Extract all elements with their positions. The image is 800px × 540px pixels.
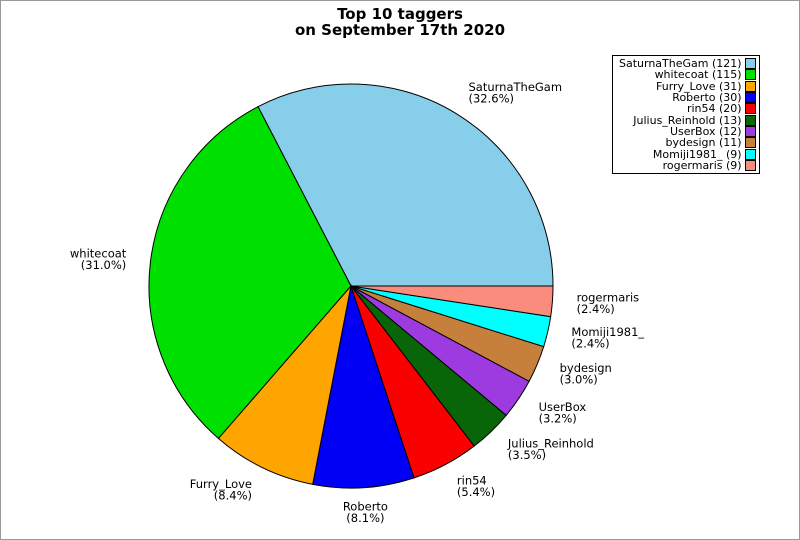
pie-slice-rogermaris [350, 285, 554, 318]
legend-item-Roberto: Roberto (30) [619, 91, 756, 105]
pie-slice-Roberto [312, 284, 415, 489]
legend-swatch [744, 58, 756, 70]
slice-label-UserBox: UserBox (3.2%) [539, 400, 587, 426]
legend-swatch [744, 69, 756, 81]
legend-item-label: rogermaris (9) [662, 158, 742, 172]
slice-label-rogermaris: rogermaris (2.4%) [577, 291, 640, 317]
slice-label-bydesign: bydesign (3.0%) [560, 361, 612, 387]
pie-slice-SaturnaTheGam [257, 83, 554, 287]
pie-slice-Furry_Love [217, 284, 352, 485]
legend-swatch [744, 148, 756, 160]
legend-item-UserBox: UserBox (12) [619, 124, 756, 138]
legend-item-Momiji1981_: Momiji1981_ (9) [619, 147, 756, 161]
legend-swatch [744, 80, 756, 92]
slice-label-whitecoat: whitecoat (31.0%) [70, 247, 127, 273]
legend-item-whitecoat: whitecoat (115) [619, 68, 756, 82]
chart-title-line2: on September 17th 2020 [294, 21, 506, 39]
legend: SaturnaTheGam (121) whitecoat (115) Furry_… [612, 55, 760, 174]
legend-swatch [744, 125, 756, 137]
slice-label-Momiji1981_: Momiji1981_ (2.4%) [571, 325, 644, 351]
legend-item-label: Furry_Love (31) [656, 79, 742, 93]
chart-title-line1: Top 10 taggers [337, 5, 463, 23]
legend-swatch [744, 137, 756, 149]
slice-label-Julius_Reinhold: Julius_Reinhold (3.5%) [507, 437, 594, 463]
legend-item-label: rin54 (20) [686, 102, 742, 116]
legend-swatch [744, 92, 756, 104]
legend-item-label: Roberto (30) [672, 91, 742, 105]
legend-item-label: bydesign (11) [665, 136, 742, 150]
slice-label-SaturnaTheGam: SaturnaTheGam (32.6%) [469, 80, 563, 106]
legend-item-Furry_Love: Furry_Love (31) [619, 79, 756, 93]
legend-item-label: UserBox (12) [669, 124, 742, 138]
legend-item-label: Momiji1981_ (9) [652, 147, 742, 161]
legend-item-rin54: rin54 (20) [619, 102, 756, 116]
legend-swatch [744, 159, 756, 171]
pie-slice-whitecoat [148, 106, 352, 440]
slice-label-rin54: rin54 (5.4%) [457, 473, 495, 499]
legend-item-Julius_Reinhold: Julius_Reinhold (13) [619, 113, 756, 127]
legend-item-label: Julius_Reinhold (13) [633, 113, 742, 127]
legend-item-SaturnaTheGam: SaturnaTheGam (121) [619, 57, 756, 71]
legend-item-rogermaris: rogermaris (9) [619, 158, 756, 172]
chart-title: Top 10 taggers on September 17th 2020 [1, 6, 799, 38]
legend-item-bydesign: bydesign (11) [619, 136, 756, 150]
slice-label-Furry_Love: Furry_Love (8.4%) [190, 477, 252, 503]
legend-swatch [744, 103, 756, 115]
legend-item-label: whitecoat (115) [654, 68, 742, 82]
slice-label-Roberto: Roberto (8.1%) [343, 499, 388, 525]
legend-item-label: SaturnaTheGam (121) [619, 57, 742, 71]
legend-swatch [744, 114, 756, 126]
